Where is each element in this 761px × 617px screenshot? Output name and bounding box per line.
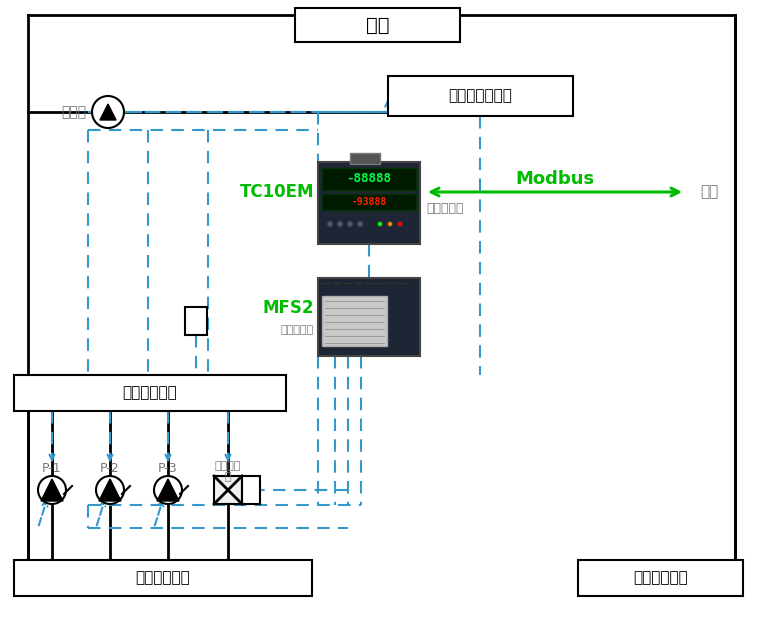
Polygon shape (41, 479, 63, 501)
Circle shape (397, 222, 403, 226)
Bar (14, 560, 312, 596)
Text: バイパス: バイパス (215, 461, 241, 471)
Text: 圧力発信器: 圧力発信器 (281, 325, 314, 335)
Text: P-1: P-1 (42, 462, 62, 474)
Text: 流量計: 流量計 (61, 105, 86, 119)
Circle shape (327, 221, 333, 227)
Text: -93888: -93888 (352, 197, 387, 207)
Bar (295, 8, 460, 42)
Circle shape (347, 221, 353, 227)
Bar (322, 296, 387, 346)
Text: Modbus: Modbus (515, 170, 594, 188)
Text: P-3: P-3 (158, 462, 178, 474)
Text: 通信: 通信 (700, 184, 718, 199)
Bar (318, 162, 420, 244)
Polygon shape (99, 479, 121, 501)
Polygon shape (157, 479, 179, 501)
Polygon shape (100, 104, 116, 120)
Text: MFS2: MFS2 (263, 299, 314, 317)
Bar (214, 476, 242, 504)
Bar (14, 375, 286, 411)
Text: TC10EM: TC10EM (240, 183, 314, 201)
Text: 弁: 弁 (224, 472, 231, 482)
Bar (322, 168, 416, 190)
Text: P-2: P-2 (100, 462, 119, 474)
Circle shape (92, 96, 124, 128)
Bar (185, 307, 207, 335)
Text: 圧力調節計: 圧力調節計 (426, 202, 463, 215)
Bar (350, 153, 380, 164)
Circle shape (96, 476, 124, 504)
Circle shape (387, 222, 393, 226)
Bar (578, 560, 743, 596)
Circle shape (337, 221, 343, 227)
Bar (388, 76, 573, 116)
Text: -88888: -88888 (346, 173, 391, 186)
Circle shape (154, 476, 182, 504)
Text: １次往ヘッダ: １次往ヘッダ (633, 571, 688, 586)
Circle shape (357, 221, 363, 227)
Bar (242, 476, 260, 504)
Text: １次往ヘッダ: １次往ヘッダ (135, 571, 190, 586)
Text: 負荷: 負荷 (366, 15, 389, 35)
Bar (322, 194, 416, 210)
Text: ポンプ台数制御: ポンプ台数制御 (448, 88, 512, 104)
Text: ２次往ヘッダ: ２次往ヘッダ (123, 386, 177, 400)
Bar (318, 278, 420, 356)
Circle shape (38, 476, 66, 504)
Circle shape (377, 222, 383, 226)
